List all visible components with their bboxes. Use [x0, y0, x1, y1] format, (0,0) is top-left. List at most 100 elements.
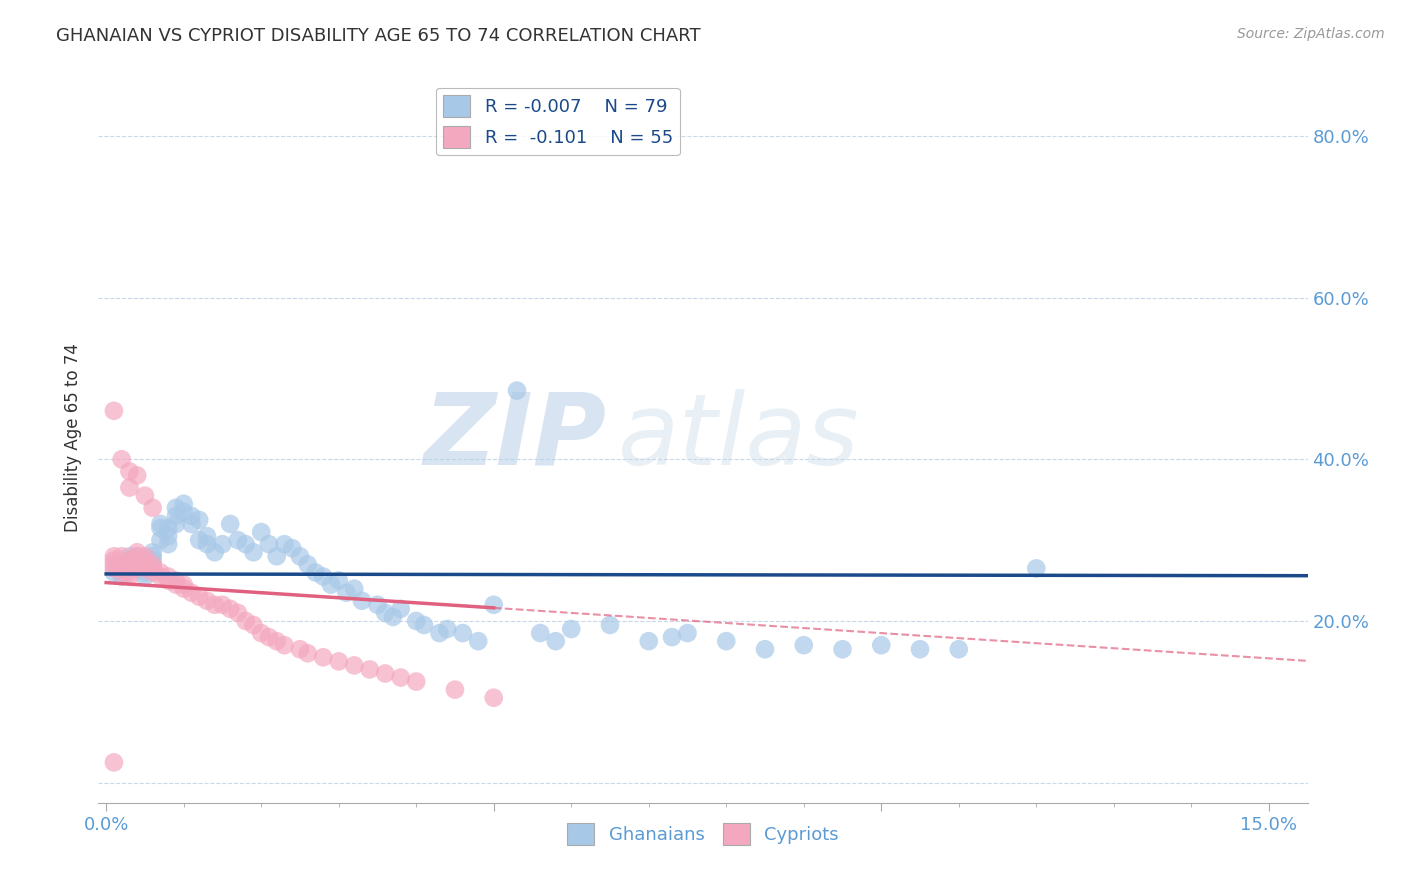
Point: [111, 549, 134, 564]
Point: [560, 622, 582, 636]
Y-axis label: Disability Age 65 to 74: Disability Age 65 to 74: [65, 343, 83, 532]
Point: [529, 626, 551, 640]
Point: [127, 549, 149, 564]
Point: [195, 537, 218, 551]
Point: [1025, 561, 1047, 575]
Point: [142, 558, 165, 572]
Point: [661, 630, 683, 644]
Point: [173, 582, 195, 596]
Point: [103, 404, 125, 418]
Point: [328, 574, 350, 588]
Point: [134, 558, 156, 572]
Point: [180, 508, 202, 523]
Point: [335, 585, 357, 599]
Point: [304, 566, 326, 580]
Point: [118, 549, 141, 564]
Point: [204, 545, 226, 559]
Point: [142, 558, 165, 572]
Point: [599, 618, 621, 632]
Point: [350, 593, 373, 607]
Point: [831, 642, 853, 657]
Text: atlas: atlas: [619, 389, 860, 485]
Point: [149, 566, 172, 580]
Point: [544, 634, 567, 648]
Point: [118, 553, 141, 567]
Point: [219, 516, 242, 531]
Point: [405, 674, 427, 689]
Text: ZIP: ZIP: [423, 389, 606, 485]
Point: [180, 585, 202, 599]
Point: [506, 384, 529, 398]
Point: [676, 626, 699, 640]
Point: [374, 606, 396, 620]
Point: [111, 561, 134, 575]
Point: [111, 569, 134, 583]
Point: [142, 545, 165, 559]
Point: [429, 626, 451, 640]
Point: [908, 642, 931, 657]
Point: [165, 574, 187, 588]
Point: [343, 658, 366, 673]
Point: [134, 558, 156, 572]
Point: [235, 614, 257, 628]
Point: [127, 545, 149, 559]
Point: [118, 569, 141, 583]
Point: [242, 545, 264, 559]
Point: [142, 566, 165, 580]
Point: [195, 529, 218, 543]
Point: [118, 553, 141, 567]
Point: [793, 638, 815, 652]
Point: [157, 574, 180, 588]
Point: [188, 533, 211, 548]
Point: [103, 558, 125, 572]
Point: [127, 558, 149, 572]
Point: [273, 537, 295, 551]
Point: [149, 516, 172, 531]
Point: [250, 626, 273, 640]
Point: [173, 497, 195, 511]
Point: [157, 537, 180, 551]
Point: [134, 561, 156, 575]
Point: [118, 566, 141, 580]
Point: [226, 606, 249, 620]
Point: [111, 566, 134, 580]
Point: [319, 577, 342, 591]
Point: [219, 602, 242, 616]
Point: [157, 529, 180, 543]
Point: [103, 561, 125, 575]
Point: [118, 465, 141, 479]
Point: [451, 626, 474, 640]
Point: [235, 537, 257, 551]
Text: Source: ZipAtlas.com: Source: ZipAtlas.com: [1237, 27, 1385, 41]
Point: [195, 593, 218, 607]
Point: [242, 618, 264, 632]
Point: [165, 577, 187, 591]
Point: [948, 642, 970, 657]
Point: [165, 516, 187, 531]
Point: [467, 634, 489, 648]
Point: [366, 598, 388, 612]
Point: [134, 489, 156, 503]
Point: [281, 541, 304, 556]
Point: [127, 561, 149, 575]
Point: [754, 642, 776, 657]
Point: [103, 549, 125, 564]
Point: [157, 521, 180, 535]
Point: [389, 602, 412, 616]
Legend: Ghanaians, Cypriots: Ghanaians, Cypriots: [560, 816, 846, 852]
Point: [444, 682, 467, 697]
Point: [312, 569, 335, 583]
Point: [134, 569, 156, 583]
Point: [312, 650, 335, 665]
Point: [343, 582, 366, 596]
Point: [142, 553, 165, 567]
Point: [157, 569, 180, 583]
Point: [297, 646, 319, 660]
Point: [389, 671, 412, 685]
Point: [103, 553, 125, 567]
Point: [413, 618, 436, 632]
Point: [328, 654, 350, 668]
Point: [142, 549, 165, 564]
Point: [134, 566, 156, 580]
Point: [165, 500, 187, 515]
